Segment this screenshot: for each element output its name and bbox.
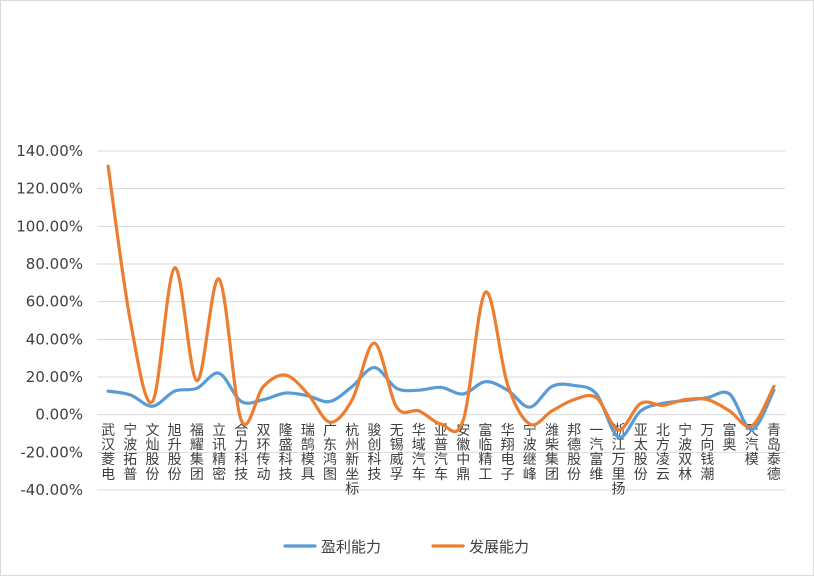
x-tick-label: 隆盛科技 [279, 423, 293, 483]
x-axis-ticks: 武汉菱电宁波拓普文灿股份旭升股份福耀集团立讯精密合力科技双环传动隆盛科技瑞鹄模具… [101, 422, 781, 497]
y-tick-label: 40.00% [26, 330, 83, 348]
x-tick-label: 安徽中鼎 [456, 423, 470, 483]
legend-label: 发展能力 [469, 538, 529, 556]
y-tick-label: 140.00% [16, 142, 83, 160]
x-tick-label: 华域汽车 [412, 423, 426, 483]
x-tick-label: 亚太股份 [634, 423, 648, 483]
y-axis-ticks: 140.00% 120.00% 100.00% 80.00% 60.00% 40.00% 2… [16, 142, 83, 499]
x-tick-label: 富奥 [723, 422, 737, 454]
x-tick-label: 旭升股份 [168, 423, 182, 483]
x-tick-label: 宁波继峰 [523, 422, 537, 483]
y-tick-label: 80.00% [26, 255, 83, 273]
y-tick-label: 0.00% [35, 406, 83, 424]
x-tick-label: 杭州新坐标 [345, 423, 359, 497]
y-tick-label: -40.00% [20, 481, 83, 499]
x-tick-label: 武汉菱电 [101, 423, 115, 483]
x-tick-label: 福耀集团 [190, 423, 204, 483]
x-tick-label: 万向钱潮 [700, 423, 714, 483]
x-tick-label: 北方凌云 [656, 423, 670, 483]
legend: 盈利能力 发展能力 [283, 538, 529, 556]
x-tick-label: 宁波双林 [678, 422, 692, 483]
legend-label: 盈利能力 [321, 538, 381, 556]
x-tick-label: 文灿股份 [145, 423, 159, 483]
x-tick-label: 华翔电子 [501, 423, 515, 483]
x-tick-label: 宁波拓普 [123, 422, 137, 483]
x-tick-label: 无锡威孚 [390, 423, 404, 483]
y-tick-label: -20.00% [20, 443, 83, 461]
y-tick-label: 120.00% [16, 180, 83, 198]
y-tick-label: 60.00% [26, 293, 83, 311]
x-tick-label: 富临精工 [478, 422, 492, 483]
series-line-1 [106, 164, 776, 434]
x-tick-label: 立讯精密 [212, 423, 226, 483]
y-tick-label: 100.00% [16, 217, 83, 235]
x-tick-label: 一汽富维 [589, 423, 603, 483]
x-tick-label: 双环传动 [256, 423, 270, 483]
x-tick-label: 合力科技 [234, 423, 248, 483]
x-tick-label: 瑞鹄模具 [301, 423, 315, 483]
x-tick-label: 亚普汽车 [434, 423, 448, 483]
x-tick-label: 骏创科技 [367, 423, 381, 483]
x-tick-label: 青岛泰德 [767, 423, 781, 483]
x-tick-label: 邦德股份 [567, 423, 581, 483]
x-tick-label: 潍柴集团 [545, 423, 559, 483]
series-line-0 [106, 365, 776, 439]
y-tick-label: 20.00% [26, 368, 83, 386]
series-lines [106, 164, 776, 439]
x-tick-label: 广东鸿图 [323, 423, 337, 483]
